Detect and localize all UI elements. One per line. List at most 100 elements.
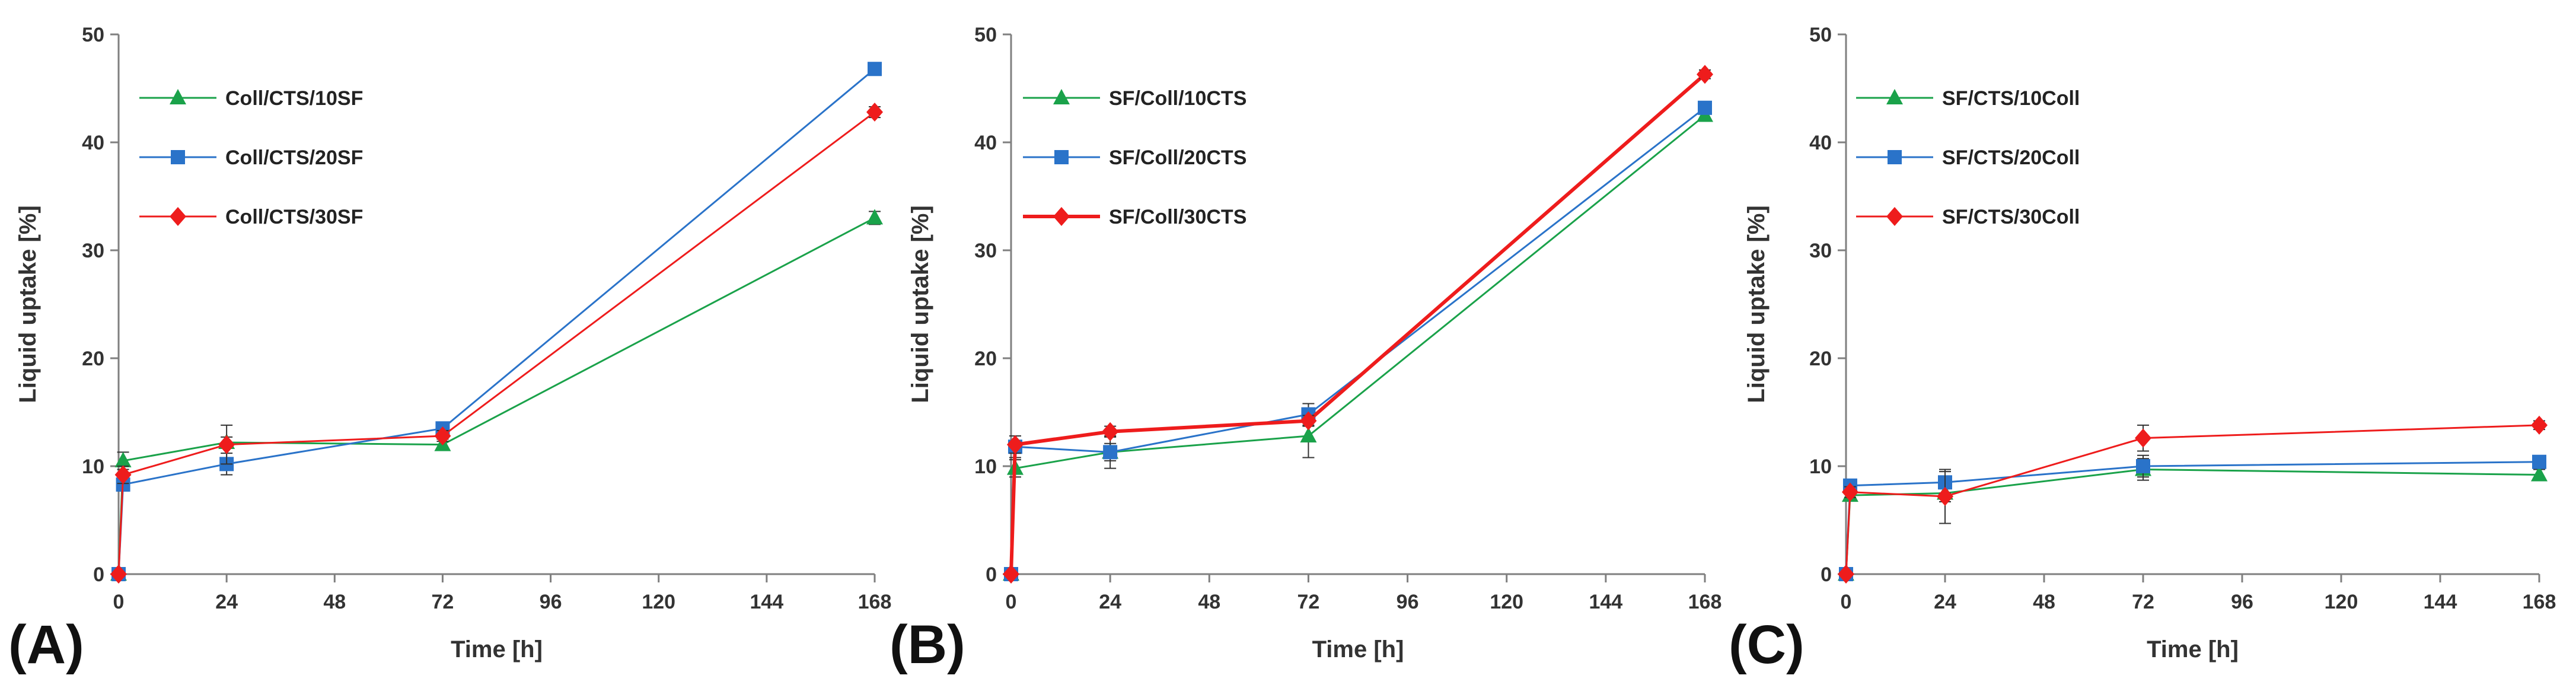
data-point <box>114 451 132 467</box>
data-point <box>1838 565 1854 584</box>
legend-label: SF/CTS/30Coll <box>1942 206 2080 228</box>
series-line <box>117 68 875 575</box>
x-tick-label: 144 <box>750 591 783 613</box>
y-axis-label: Liquid uptake [%] <box>1743 205 1770 403</box>
x-axis-label: Time [h] <box>451 636 543 662</box>
x-tick-label: 72 <box>2132 591 2154 613</box>
x-tick-label: 0 <box>1006 591 1017 613</box>
legend-marker <box>1053 89 1070 104</box>
y-tick-label: 40 <box>1809 132 1832 154</box>
legend-marker <box>170 89 186 104</box>
x-tick-label: 144 <box>1589 591 1622 613</box>
y-tick-label: 30 <box>82 240 104 262</box>
legend-entry: Coll/CTS/20SF <box>139 146 363 169</box>
data-point <box>110 565 127 584</box>
x-tick-label: 168 <box>1688 591 1722 613</box>
series-3 <box>110 103 883 584</box>
legend-marker <box>171 150 185 164</box>
legend-entry: SF/Coll/10CTS <box>1023 87 1246 110</box>
panel-label: (C) <box>1729 614 1805 675</box>
data-point <box>1102 422 1119 441</box>
data-point <box>2532 454 2546 469</box>
data-point <box>434 426 451 446</box>
x-tick-label: 168 <box>858 591 892 613</box>
data-point <box>866 103 883 122</box>
y-tick-label: 50 <box>1809 24 1832 46</box>
data-point <box>1103 445 1118 460</box>
y-tick-label: 10 <box>1809 456 1832 478</box>
series-1 <box>1003 106 1713 581</box>
legend-label: SF/CTS/10Coll <box>1942 87 2080 110</box>
y-tick-label: 40 <box>974 132 997 154</box>
y-tick-label: 20 <box>974 348 997 370</box>
legend-entry: Coll/CTS/10SF <box>139 87 363 110</box>
series-2 <box>111 62 882 581</box>
x-tick-label: 120 <box>2325 591 2358 613</box>
panel-label: (B) <box>890 614 965 675</box>
x-tick-label: 120 <box>1490 591 1523 613</box>
panel-label: (A) <box>8 614 84 675</box>
y-tick-label: 0 <box>986 563 997 586</box>
data-point <box>2135 428 2151 448</box>
data-point <box>868 62 882 77</box>
x-tick-label: 24 <box>215 591 238 613</box>
legend-label: Coll/CTS/10SF <box>225 87 363 110</box>
y-axis-label: Liquid uptake [%] <box>907 205 933 403</box>
series-2 <box>1004 100 1712 581</box>
y-tick-label: 10 <box>82 456 104 478</box>
panel-b: 0 10 20 30 40 50 0 24 48 72 96 120 144 168 Time [h] Liq… <box>890 24 1721 675</box>
x-tick-label: 96 <box>540 591 562 613</box>
x-axis-label: Time [h] <box>1312 636 1404 662</box>
data-point <box>1006 435 1024 454</box>
x-tick-label: 168 <box>2523 591 2556 613</box>
legend-label: SF/CTS/20Coll <box>1942 146 2080 169</box>
x-tick-label: 144 <box>2424 591 2457 613</box>
x-tick-label: 96 <box>1397 591 1419 613</box>
y-tick-label: 20 <box>82 348 104 370</box>
y-tick-label: 30 <box>974 240 997 262</box>
legend-marker <box>1053 207 1070 226</box>
x-tick-label: 0 <box>113 591 125 613</box>
legend-marker <box>170 207 186 226</box>
data-point <box>1300 411 1317 431</box>
x-tick-label: 48 <box>2033 591 2055 613</box>
legend-entry: SF/Coll/30CTS <box>1023 206 1246 228</box>
legend-marker <box>1886 89 1903 104</box>
x-axis-label: Time [h] <box>2147 636 2239 662</box>
legend-marker <box>1888 150 1902 164</box>
x-tick-label: 48 <box>1198 591 1220 613</box>
legend-label: Coll/CTS/30SF <box>225 206 363 228</box>
data-point <box>1300 427 1317 443</box>
panel-a: 0 10 20 30 40 50 0 24 48 72 96 120 144 168 Time [h] Liq… <box>8 24 891 675</box>
legend-entry: SF/Coll/20CTS <box>1023 146 1246 169</box>
legend-marker <box>1054 150 1069 164</box>
y-tick-label: 10 <box>974 456 997 478</box>
data-point <box>218 435 235 454</box>
x-tick-label: 96 <box>2231 591 2253 613</box>
data-point <box>114 465 132 485</box>
legend-entry: SF/CTS/30Coll <box>1856 206 2080 228</box>
x-tick-label: 72 <box>432 591 454 613</box>
data-point <box>1698 100 1712 115</box>
y-tick-label: 20 <box>1809 348 1832 370</box>
x-tick-label: 72 <box>1297 591 1320 613</box>
x-tick-label: 120 <box>642 591 675 613</box>
series-line <box>1010 114 1705 575</box>
data-point <box>2531 466 2548 482</box>
data-point <box>1841 482 1858 502</box>
panel-c: 0 10 20 30 40 50 0 24 48 72 96 120 144 168 Time [h] Liq… <box>1729 24 2556 675</box>
data-point <box>1937 486 1953 506</box>
x-tick-label: 24 <box>1099 591 1121 613</box>
x-tick-label: 0 <box>1841 591 1852 613</box>
data-point <box>866 209 883 225</box>
series-line <box>1010 107 1705 575</box>
y-tick-label: 0 <box>1821 563 1832 586</box>
y-tick-label: 40 <box>82 132 104 154</box>
legend-label: Coll/CTS/20SF <box>225 146 363 169</box>
legend-entry: Coll/CTS/30SF <box>139 206 363 228</box>
legend-entry: SF/CTS/20Coll <box>1856 146 2080 169</box>
y-tick-label: 30 <box>1809 240 1832 262</box>
y-axis-label: Liquid uptake [%] <box>15 205 41 403</box>
series-3 <box>1003 65 1713 584</box>
